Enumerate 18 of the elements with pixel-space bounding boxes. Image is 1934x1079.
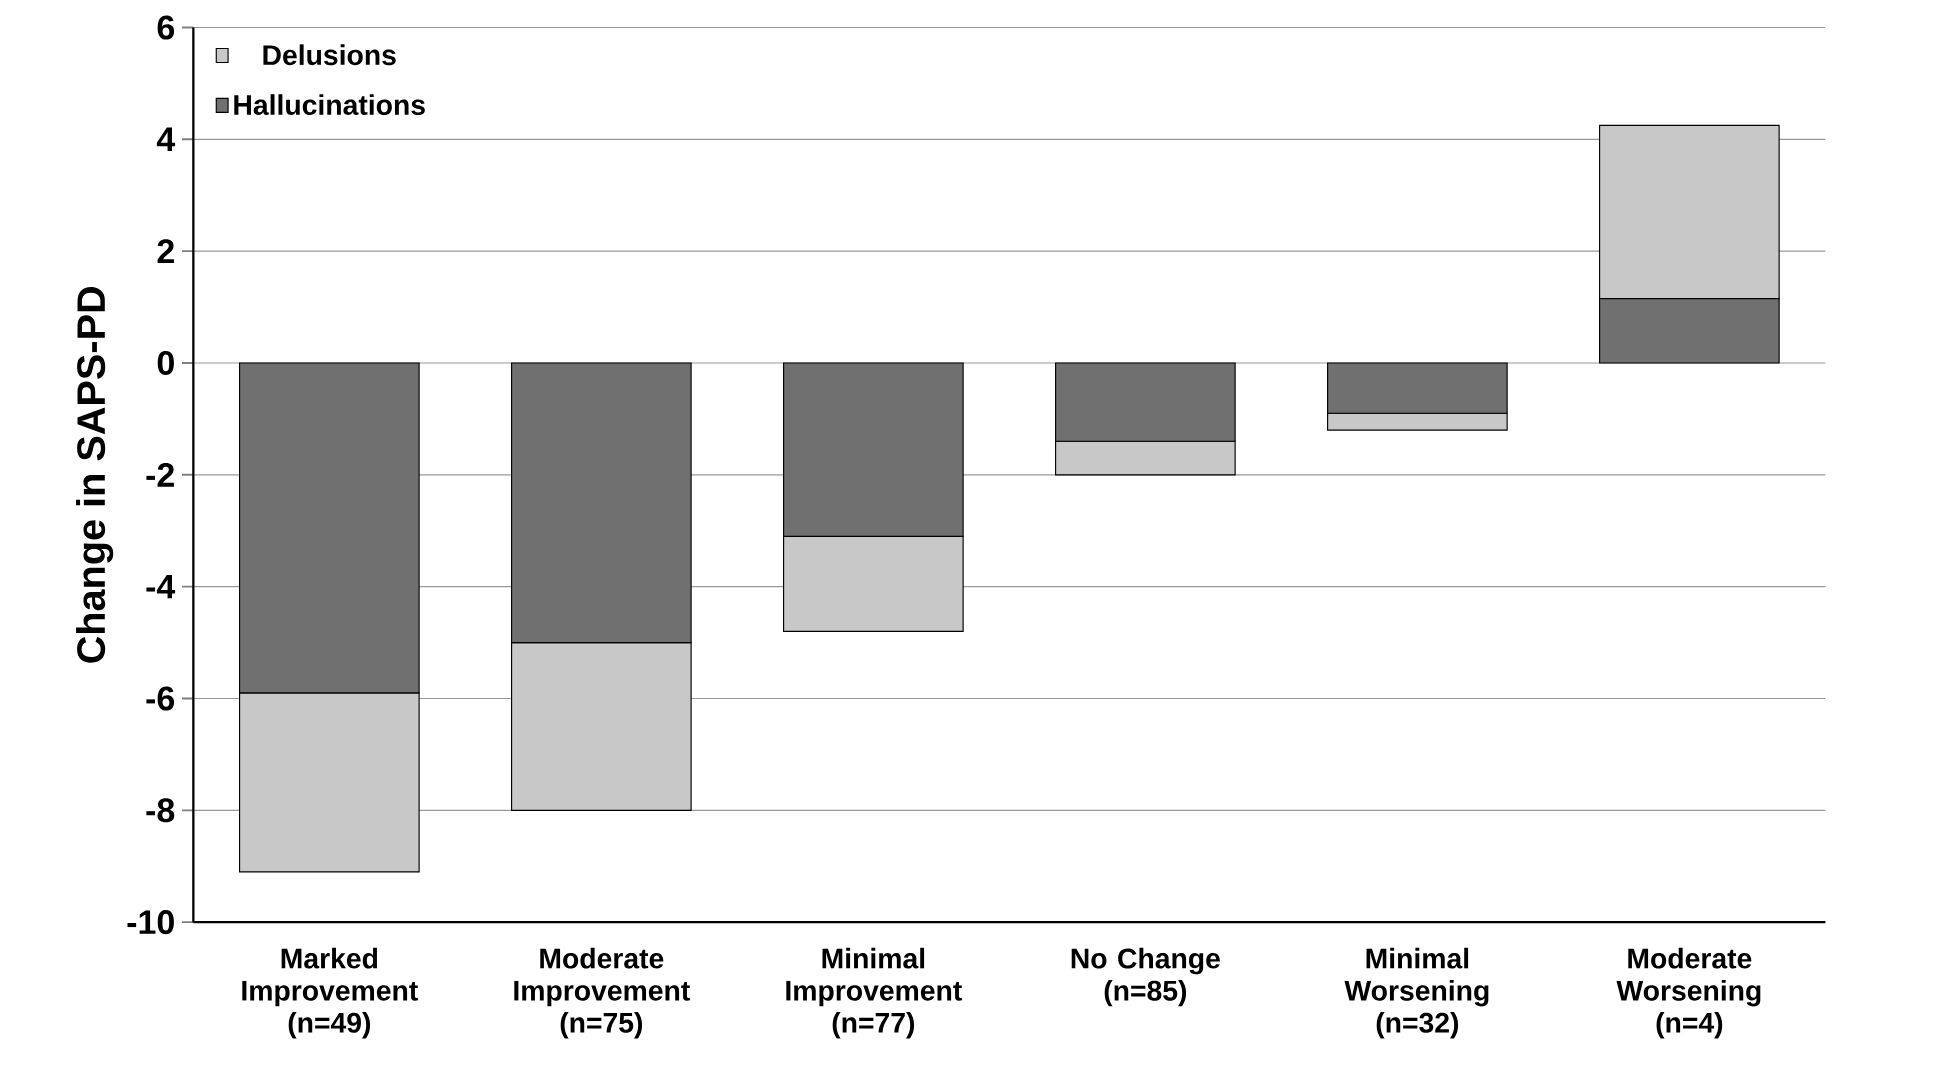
y-tick-label: 6: [157, 15, 175, 40]
x-tick-label: Moderate Improvement (n=75): [514, 947, 690, 1039]
x-tick-label: No Change (n=85): [1071, 947, 1220, 1007]
x-tick-label: Marked Improvement (n=49): [242, 947, 418, 1039]
y-tick-label: -10: [127, 909, 174, 934]
y-tick-label: 2: [157, 239, 174, 263]
y-tick-label: 4: [156, 127, 176, 151]
x-tick-label: Moderate Worsening (n=4): [1616, 947, 1761, 1039]
legend-label: Delusions: [263, 44, 396, 65]
y-axis-title: Change in SAPS-PD: [76, 286, 114, 663]
x-tick-label: Minimal Improvement (n=77): [786, 947, 962, 1039]
y-tick-label: -8: [146, 798, 175, 823]
y-tick-label: 0: [157, 350, 174, 375]
y-tick-label: -6: [146, 686, 175, 711]
x-tick-label: Minimal Worsening (n=32): [1344, 947, 1489, 1039]
y-tick-label: -2: [146, 462, 174, 487]
legend-label: Hallucinations: [234, 93, 425, 115]
y-tick-label: -4: [146, 574, 176, 599]
